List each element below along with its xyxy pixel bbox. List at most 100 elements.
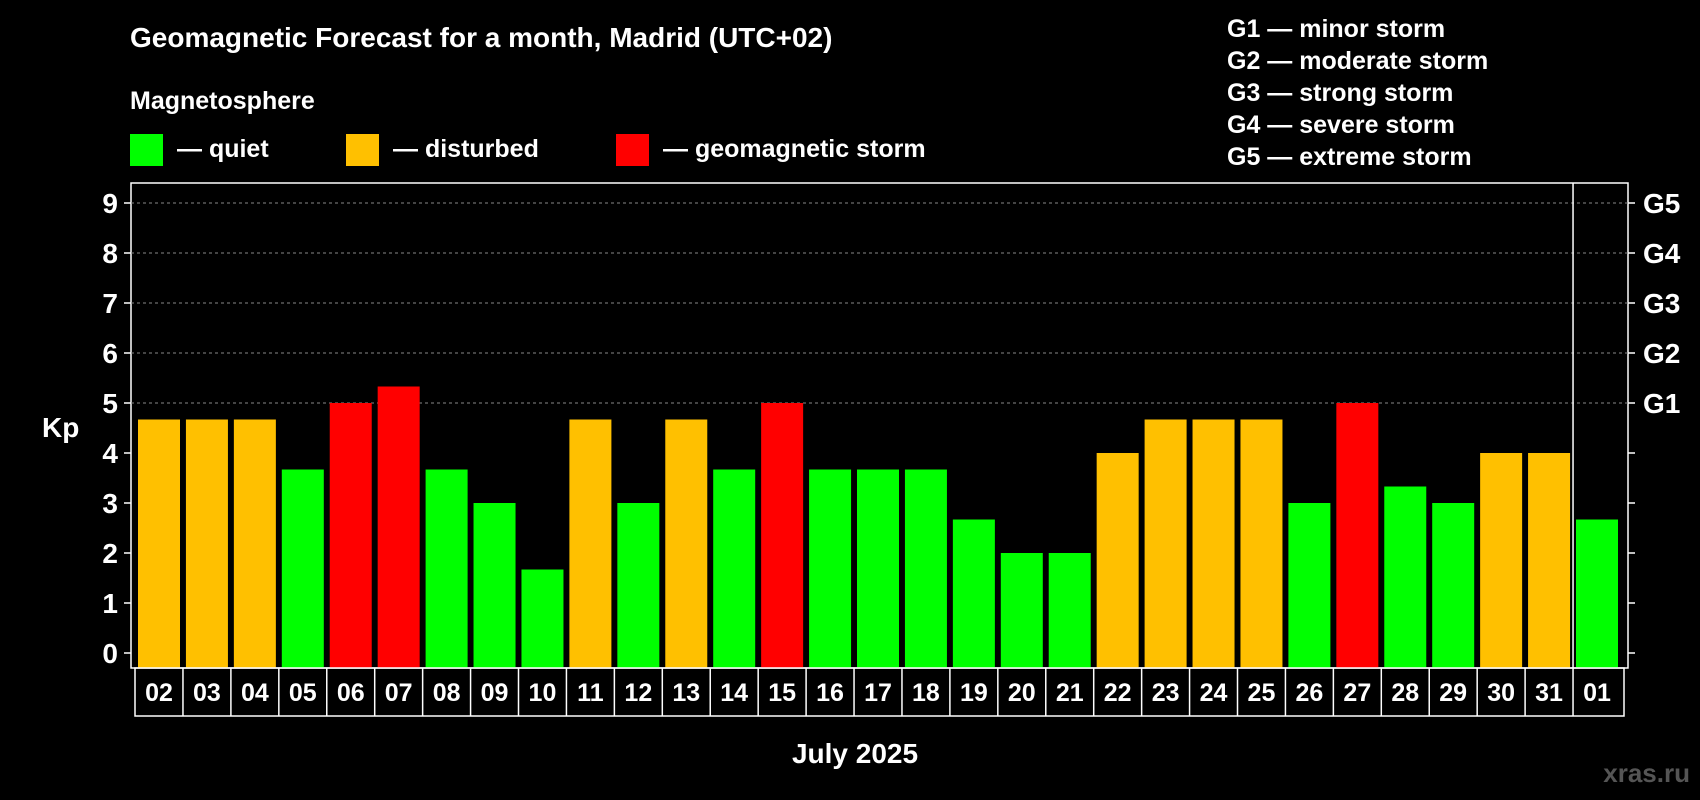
x-tick-label: 09 [481, 679, 509, 707]
y-axis-label: Kp [42, 412, 79, 443]
x-tick-label: 19 [960, 679, 988, 707]
y-tick-label: 5 [102, 388, 118, 419]
x-tick-label: 07 [385, 679, 413, 707]
x-tick-label: 26 [1295, 679, 1323, 707]
bar-09 [473, 503, 516, 668]
storm-scale-g1: G1 — minor storm [1227, 15, 1445, 43]
right-axis-label: G1 [1643, 388, 1680, 419]
bar-02 [138, 419, 180, 668]
bar-24 [1192, 419, 1235, 668]
bar-21 [1048, 553, 1091, 668]
x-tick-label: 05 [289, 679, 317, 707]
date-box-frame [134, 667, 1625, 717]
x-tick-label: 01 [1583, 679, 1611, 707]
right-axis-label: G2 [1643, 338, 1680, 369]
legend-swatch-storm [616, 134, 649, 166]
storm-scale-g4: G4 — severe storm [1227, 111, 1455, 139]
legend-label-disturbed: — disturbed [393, 135, 539, 163]
x-tick-label: 12 [624, 679, 652, 707]
bar-10 [521, 569, 564, 668]
y-tick-label: 7 [102, 288, 118, 319]
bar-14 [713, 469, 756, 668]
x-tick-label: 08 [433, 679, 461, 707]
bar-23 [1144, 419, 1187, 668]
y-tick-label: 0 [102, 638, 118, 669]
legend-heading: Magnetosphere [130, 87, 315, 115]
bar-18 [904, 469, 947, 668]
bar-26 [1288, 503, 1331, 668]
right-axis-label: G4 [1643, 238, 1681, 269]
x-tick-label: 27 [1343, 679, 1371, 707]
x-tick-label: 15 [768, 679, 796, 707]
x-tick-label: 25 [1248, 679, 1276, 707]
bar-05 [281, 469, 324, 668]
bar-27 [1336, 403, 1379, 668]
bar-25 [1240, 419, 1283, 668]
gridlines [131, 183, 1628, 668]
bar-15 [761, 403, 804, 668]
y-tick-label: 6 [102, 338, 118, 369]
bar-30 [1480, 453, 1523, 668]
bar-08 [425, 469, 468, 668]
bar-01 [1576, 519, 1618, 668]
storm-scale-g2: G2 — moderate storm [1227, 47, 1488, 75]
x-tick-label: 14 [720, 679, 748, 707]
chart-title: Geomagnetic Forecast for a month, Madrid… [130, 22, 832, 53]
x-axis-date-boxes: 02 03 04 05 06 07 08 09 10 11 12 13 14 15 16 17 18 19 20 21… [134, 667, 1625, 717]
bars [138, 386, 1618, 668]
y-tick-label: 2 [102, 538, 118, 569]
y-tick-label: 3 [102, 488, 118, 519]
x-tick-label: 21 [1056, 679, 1084, 707]
y-tick-label: 8 [102, 238, 118, 269]
x-tick-label: 16 [816, 679, 844, 707]
storm-scale-g3: G3 — strong storm [1227, 79, 1453, 107]
x-tick-label: 29 [1439, 679, 1467, 707]
x-tick-label: 04 [241, 679, 269, 707]
y-tick-label: 4 [102, 438, 118, 469]
legend-swatch-quiet [130, 134, 163, 166]
y-tick-label: 1 [102, 588, 118, 619]
bar-17 [857, 469, 899, 668]
x-tick-label: 10 [529, 679, 557, 707]
x-tick-label: 17 [864, 679, 892, 707]
x-tick-label: 24 [1200, 679, 1228, 707]
bar-16 [809, 469, 852, 668]
x-tick-label: 31 [1535, 679, 1563, 707]
legend-swatch-disturbed [346, 134, 379, 166]
legend-label-storm: — geomagnetic storm [663, 135, 926, 163]
right-axis-label: G5 [1643, 188, 1680, 219]
x-axis-label: July 2025 [792, 738, 918, 769]
x-tick-label: 23 [1152, 679, 1180, 707]
bar-11 [569, 419, 612, 668]
x-tick-label: 28 [1391, 679, 1419, 707]
bar-29 [1432, 503, 1475, 668]
x-tick-label: 06 [337, 679, 365, 707]
x-tick-label: 18 [912, 679, 940, 707]
x-tick-label: 11 [577, 679, 604, 707]
y-axis-ticks: 0 1 2 3 4 5 6 7 8 9 [102, 188, 131, 669]
bar-12 [617, 503, 660, 668]
bar-31 [1528, 453, 1571, 668]
x-tick-label: 30 [1487, 679, 1515, 707]
bar-07 [377, 386, 420, 668]
bar-19 [952, 519, 995, 668]
y-tick-label: 9 [102, 188, 118, 219]
legend-label-quiet: — quiet [177, 135, 269, 163]
bar-04 [233, 419, 276, 668]
x-tick-label: 02 [145, 679, 173, 707]
bar-20 [1000, 553, 1043, 668]
bar-28 [1384, 486, 1427, 668]
x-tick-label: 20 [1008, 679, 1036, 707]
x-tick-label: 22 [1104, 679, 1132, 707]
right-axis-label: G3 [1643, 288, 1680, 319]
right-axis-ticks: G1 G2 G3 G4 G5 [1628, 188, 1681, 654]
storm-scale-g5: G5 — extreme storm [1227, 143, 1472, 171]
bar-13 [665, 419, 708, 668]
x-tick-label: 03 [193, 679, 221, 707]
bar-03 [185, 419, 228, 668]
bar-06 [329, 403, 372, 668]
watermark: xras.ru [1603, 758, 1690, 788]
bar-22 [1096, 453, 1139, 668]
x-tick-label: 13 [672, 679, 700, 707]
